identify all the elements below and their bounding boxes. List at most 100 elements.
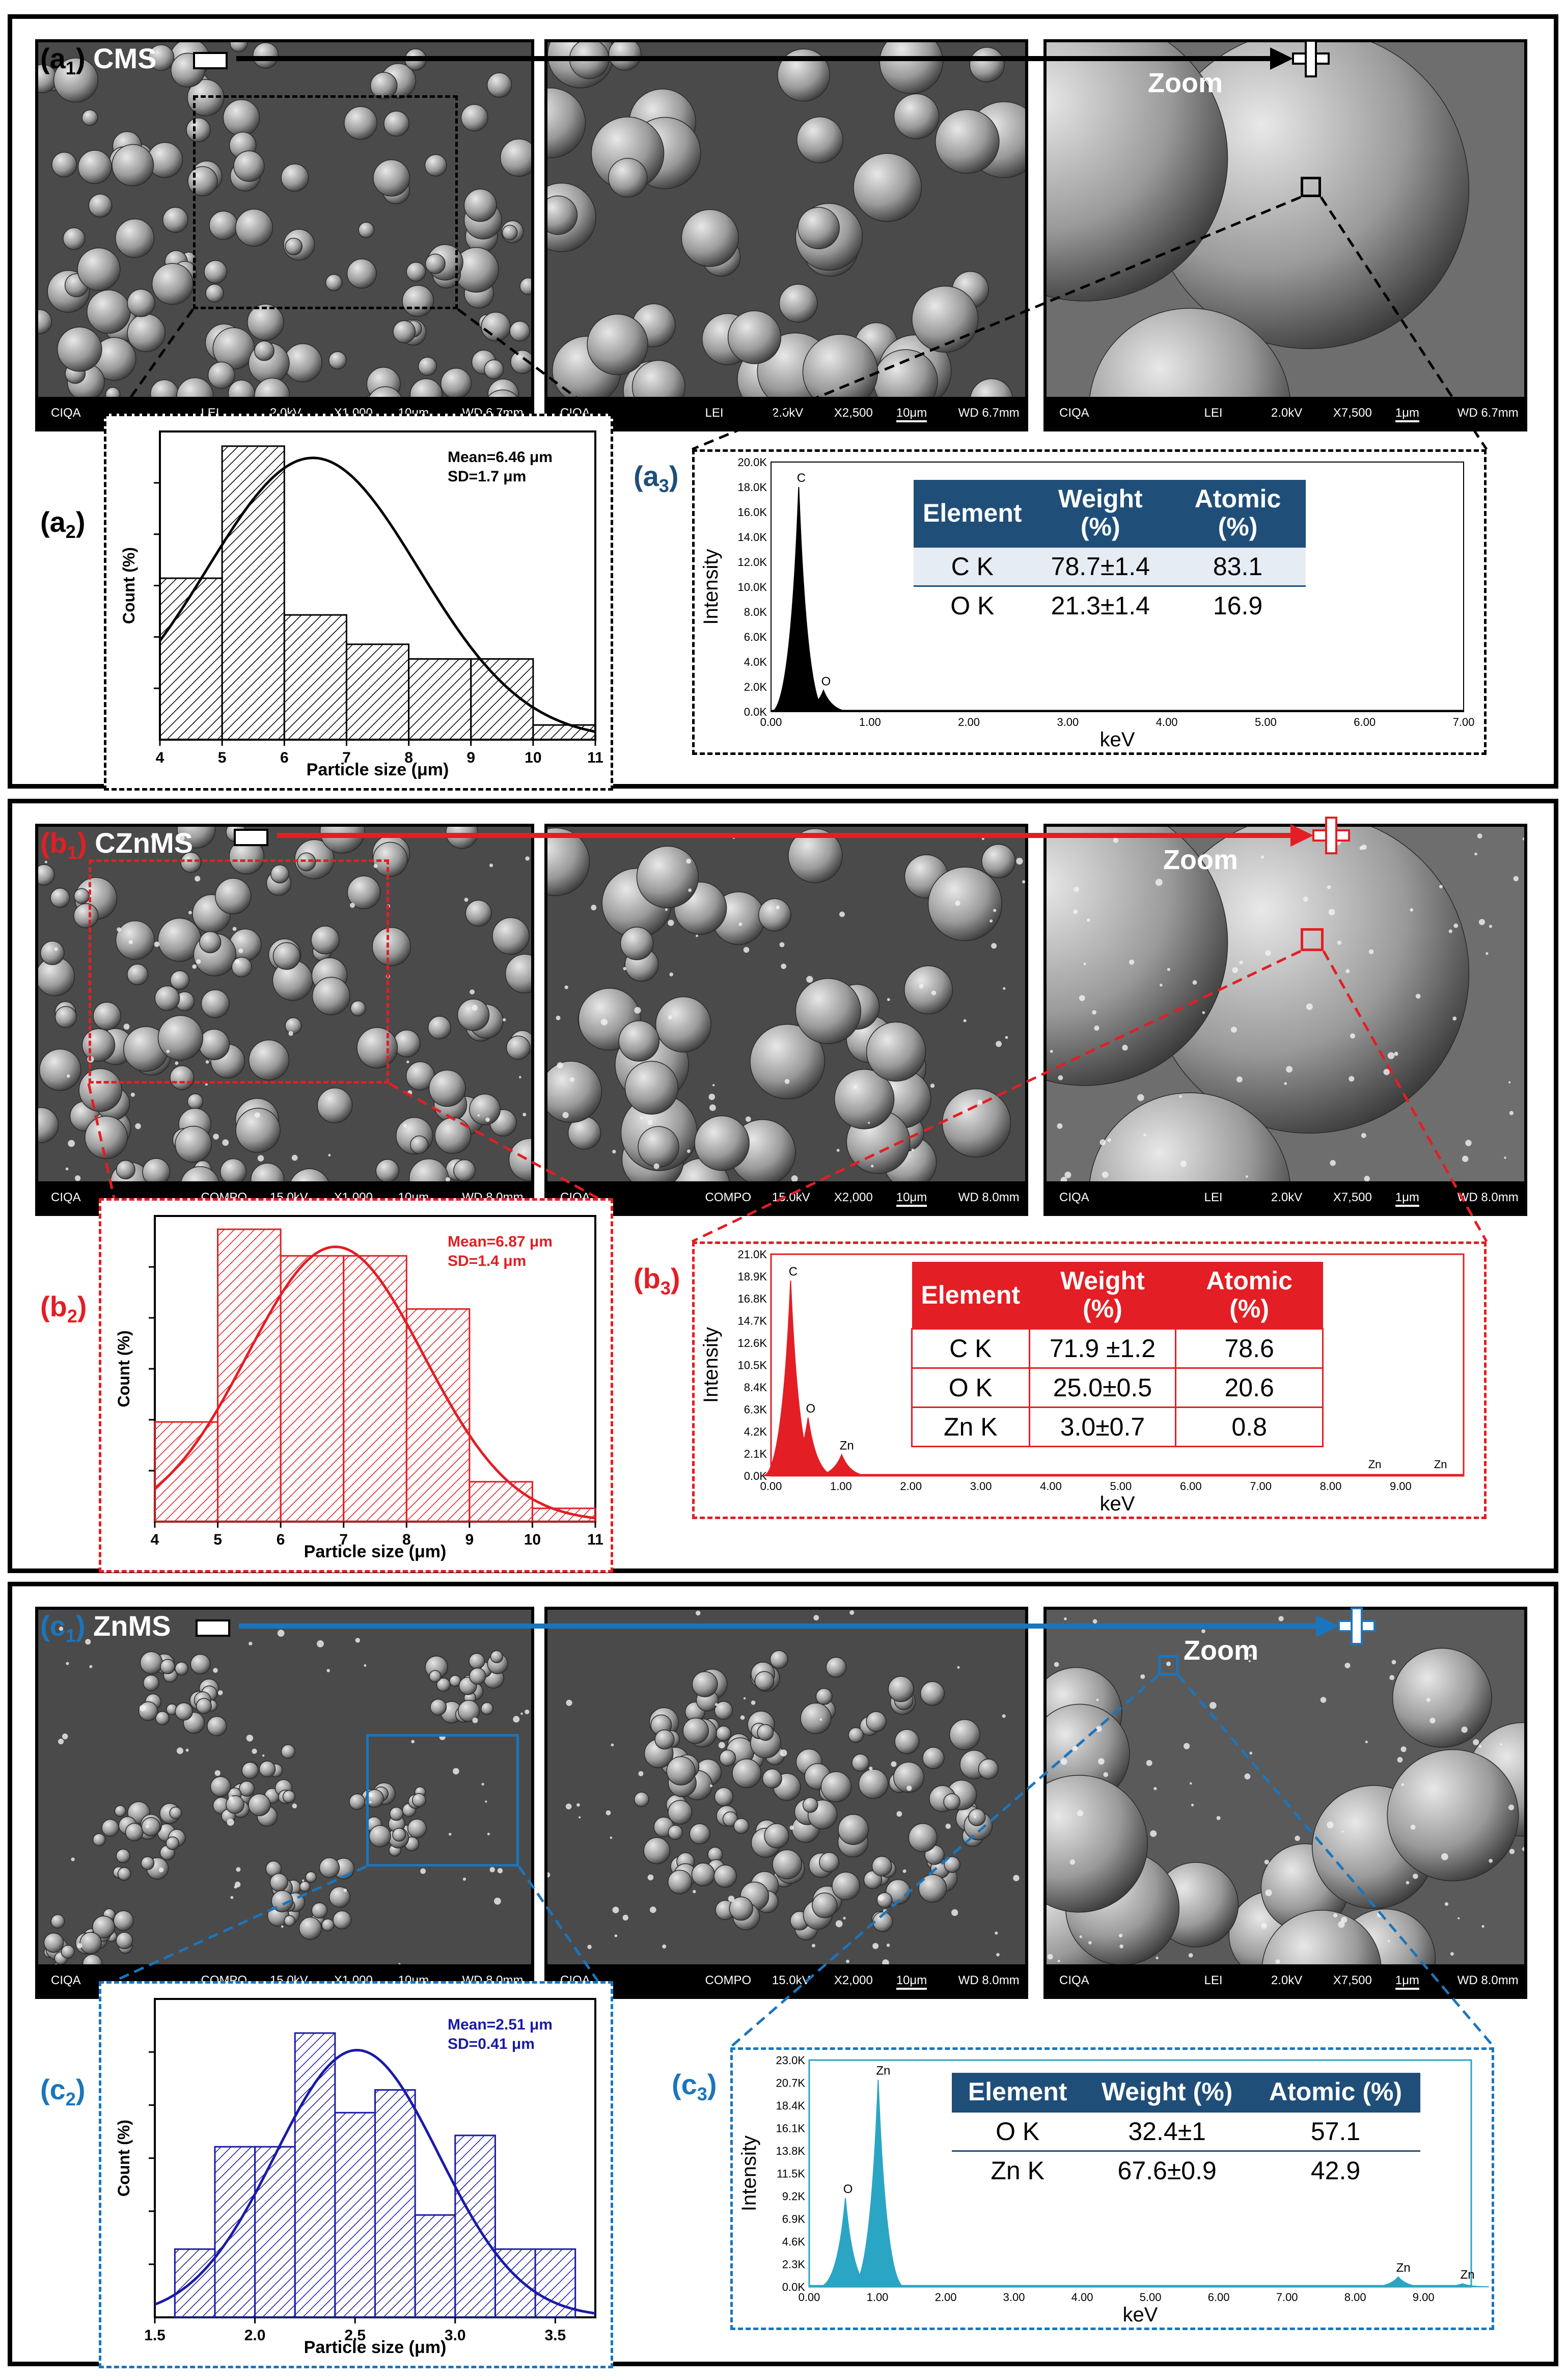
zoom-arrow (277, 817, 1350, 854)
peak-label: Zn (876, 2064, 890, 2078)
table-cell: O K (952, 2111, 1084, 2151)
table-header-cell: Element (952, 2073, 1084, 2112)
x-axis-label: keV (1100, 1493, 1135, 1515)
x-tick-label: 10 (524, 1531, 541, 1548)
y-tick-label: 20.0K (738, 456, 767, 469)
y-tick-label: 23.0K (776, 2054, 806, 2067)
peak-label: O (806, 1402, 815, 1416)
y-tick-label: 12.6K (738, 1337, 767, 1349)
y-axis-label: Count (%) (120, 547, 138, 624)
x-tick-label: 9.00 (1390, 1480, 1412, 1493)
sem-databar: CIQA LEI 2.0kV X7,500 1μm WD 8.0mm (1047, 1964, 1524, 1996)
table-cell: 83.1 (1170, 546, 1306, 586)
normal-fit-curve (158, 456, 596, 733)
y-tick-label: 4.2K (744, 1425, 767, 1438)
histogram-bar (334, 2112, 376, 2318)
x-tick-label: 4 (156, 749, 164, 766)
y-tick-label: 4.6K (782, 2235, 806, 2248)
sem-databar-field: 15.0kV (772, 1973, 810, 1987)
y-axis-label: Intensity (738, 2135, 760, 2211)
label-suffix: ) (77, 827, 87, 859)
label-subscript: 1 (67, 842, 77, 863)
label-prefix: (c (40, 2073, 66, 2105)
x-axis-label: keV (1123, 2304, 1158, 2326)
y-tick-label: 16.0K (738, 506, 767, 519)
minus-icon (196, 1619, 230, 1637)
zoom-label: Zoom (1184, 1635, 1258, 1666)
sem-databar-field: 15.0kV (772, 1191, 810, 1204)
x-tick-label: 3.00 (970, 1480, 992, 1493)
panel-label: (b3) (634, 1262, 680, 1299)
sem-databar-field: CIQA (51, 1973, 81, 1987)
table-header-row: Element Weight (%) Atomic (%) (912, 1262, 1323, 1329)
sem-databar-field: WD 8.0mm (958, 1973, 1020, 1987)
y-tick-label: 0.0K (782, 2281, 806, 2293)
histogram-bar (254, 2146, 296, 2318)
y-tick-label: 2.0K (744, 681, 767, 693)
table-cell: 67.6±0.9 (1083, 2150, 1251, 2189)
histogram-bar (159, 577, 223, 741)
sem-databar: CIQA COMPO 15.0kV X2,000 10μm WD 8.0mm (547, 1181, 1025, 1213)
sem-databar: CIQA LEI 2.0kV X7,500 1μm WD 8.0mm (1047, 1181, 1524, 1213)
x-tick-label: 3.5 (545, 2327, 566, 2344)
x-tick-label: 5.00 (1140, 2291, 1162, 2304)
x-tick-label: 0.00 (760, 716, 782, 728)
label-suffix: ) (707, 2068, 717, 2100)
histogram-bar (414, 2214, 456, 2318)
table-cell: 0.8 (1175, 1407, 1324, 1447)
x-tick-label: 4.00 (1071, 2291, 1093, 2304)
label-prefix: (b (40, 827, 67, 859)
peak-label: O (843, 2182, 853, 2196)
panel-a: CIQA LEI 2.0kV X1,000 10μm WD 6.7mm CIQA LEI 2.0… (8, 14, 1558, 791)
histogram-bar (280, 1255, 345, 1523)
table-header-row: Element Weight (%) Atomic (%) (952, 2073, 1420, 2112)
sem-databar-field: CIQA (1059, 1191, 1089, 1204)
peak-label: C (797, 471, 806, 485)
x-tick-label: 1.00 (859, 716, 881, 728)
sem-databar-field: WD 6.7mm (1457, 406, 1519, 420)
panel-label: (c3) (672, 2068, 717, 2105)
y-tick-label: 8.0K (744, 606, 767, 618)
sem-scalebar-label: 10μm (896, 406, 927, 422)
sem-databar: CIQA LEI 2.0kV X7,500 1μm WD 6.7mm (1047, 397, 1524, 428)
y-tick-label: 8.4K (744, 1381, 767, 1394)
panel-label: (b1) CZnMS (40, 826, 193, 863)
x-tick-label: 7 (342, 749, 351, 766)
y-tick-label: 6.3K (744, 1403, 767, 1416)
selection-box (193, 95, 458, 309)
histogram-bar (283, 614, 347, 741)
sem-databar-field: 2.0kV (1271, 406, 1303, 420)
table-cell: 20.6 (1175, 1367, 1324, 1408)
x-tick-label: 7.00 (1250, 1480, 1272, 1493)
table-cell: 78.7±1.4 (1031, 546, 1170, 586)
y-tick-label: 16.1K (776, 2122, 806, 2135)
x-tick-label: 7.00 (1453, 716, 1475, 728)
selection-box (89, 859, 389, 1084)
spectrum-frame (770, 1253, 1465, 1477)
histogram-chart: 4 5 6 7 8 9 10 11 Particle size (μm) Count (%) Mea… (120, 430, 603, 779)
label-prefix: (b (634, 1262, 661, 1294)
table-header-cell: Weight (%) (1083, 2073, 1251, 2112)
spectrum-peak (851, 2079, 905, 2287)
plus-icon (1292, 40, 1330, 77)
sample-name: ZnMS (85, 1610, 171, 1642)
peak-label: Zn (1461, 2268, 1475, 2282)
normal-fit-curve (154, 1245, 596, 1520)
label-subscript: 1 (65, 58, 76, 79)
eds-box: 0.0K 2.0K 4.0K 6.0K 8.0K 10.0K 12.0K 14.0K 16.0K… (692, 449, 1487, 755)
eds-box: 0.0K 2.1K 4.2K 6.3K 8.4K 10.5K 12.6K 14.7K 16.8K… (692, 1241, 1487, 1519)
label-subscript: 2 (65, 521, 76, 543)
histogram-bar (532, 724, 596, 741)
peak-label: Zn (1368, 1458, 1382, 1471)
y-axis-label: Intensity (700, 549, 722, 625)
histogram-bar (469, 1481, 533, 1523)
spectrum-peak (771, 486, 827, 712)
sem-scalebar-label: 1μm (1395, 1973, 1419, 1990)
table-cell: O K (911, 1367, 1030, 1408)
y-tick-label: 18.4K (776, 2099, 806, 2112)
y-tick-label: 16.8K (738, 1292, 767, 1305)
spectrum-frame (771, 462, 1464, 712)
table-row: C K 71.9 ±1.2 78.6 (911, 1328, 1324, 1369)
y-tick-label: 6.0K (744, 631, 767, 643)
histogram-bar (294, 2032, 336, 2318)
